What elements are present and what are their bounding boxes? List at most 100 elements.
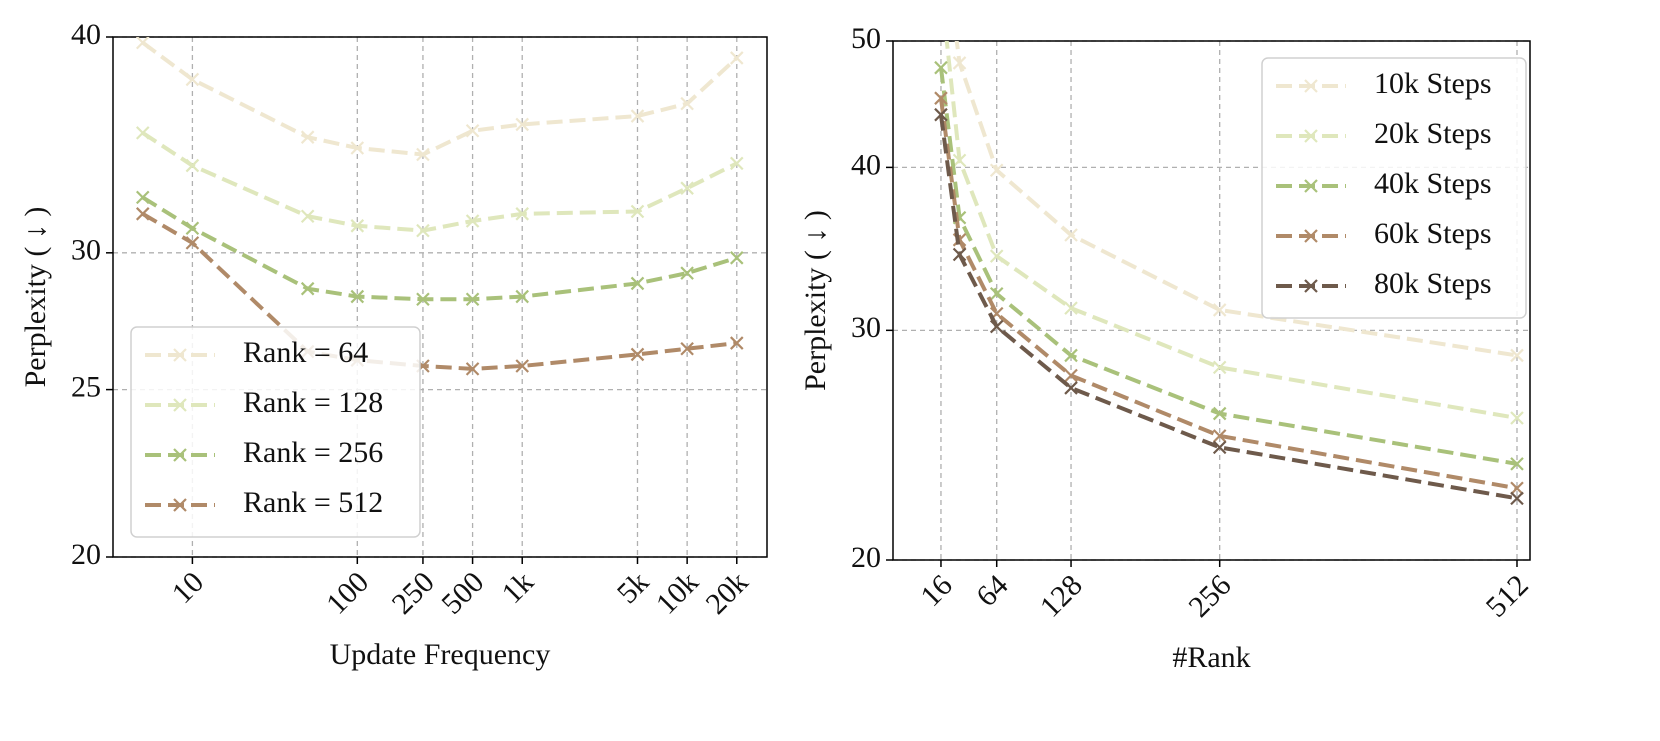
marker: [680, 96, 694, 111]
x-tick-label: 500: [435, 565, 490, 620]
marker: [1064, 381, 1078, 395]
x-tick-label: 10k: [650, 565, 705, 620]
marker: [1212, 360, 1227, 375]
plot-area: [934, 41, 1524, 506]
x-axis-label: Update Frequency: [330, 638, 551, 671]
marker: [680, 181, 694, 195]
marker: [135, 126, 150, 140]
x-tick-label: 512: [1480, 568, 1535, 623]
marker: [515, 289, 530, 304]
marker: [465, 292, 480, 307]
legend-label: 60k Steps: [1374, 217, 1492, 250]
marker: [465, 123, 480, 138]
marker: [1064, 301, 1078, 315]
y-tick-label: 30: [71, 234, 101, 267]
marker: [300, 281, 315, 296]
y-tick-label: 40: [851, 148, 881, 181]
marker: [300, 130, 315, 144]
legend-label: 80k Steps: [1374, 267, 1492, 300]
marker: [416, 147, 430, 162]
marker: [729, 251, 744, 265]
x-tick-label: 250: [386, 565, 441, 620]
marker: [465, 362, 480, 376]
marker: [1064, 348, 1078, 363]
marker: [630, 347, 645, 362]
legend-marker: [173, 448, 187, 462]
marker: [185, 158, 200, 173]
marker: [350, 289, 365, 304]
marker: [1212, 406, 1227, 421]
y-tick-label: 20: [71, 538, 101, 571]
x-axis-label: #Rank: [1172, 641, 1250, 674]
y-tick-label: 20: [851, 541, 881, 574]
marker: [1064, 368, 1078, 383]
marker: [185, 72, 200, 87]
marker: [135, 37, 150, 50]
marker: [135, 190, 150, 205]
legend-marker: [173, 348, 187, 362]
x-tick-label: 16: [914, 568, 959, 613]
marker: [952, 247, 967, 262]
x-tick-label: 5k: [611, 565, 656, 610]
marker: [729, 156, 744, 171]
marker: [1510, 481, 1524, 496]
y-tick-label: 50: [851, 22, 881, 55]
marker: [934, 107, 948, 122]
legend-label: Rank = 128: [243, 386, 383, 419]
marker: [135, 207, 150, 221]
marker: [729, 336, 744, 350]
marker: [1510, 491, 1524, 506]
marker: [630, 109, 645, 123]
x-tick-label: 20k: [699, 565, 754, 620]
x-tick-label: 1k: [495, 565, 540, 610]
marker: [416, 223, 430, 238]
y-tick-label: 40: [71, 18, 101, 51]
x-tick-label: 100: [320, 565, 375, 620]
x-tick-label: 256: [1182, 568, 1237, 623]
marker: [729, 51, 744, 65]
marker: [416, 292, 430, 307]
y-tick-label: 30: [851, 311, 881, 344]
legend-marker: [1304, 229, 1318, 243]
legend-marker: [1304, 129, 1318, 143]
series-line: [141, 131, 738, 233]
series-line: [141, 212, 738, 371]
legend-label: 10k Steps: [1374, 67, 1492, 100]
legend-label: Rank = 256: [243, 436, 383, 469]
marker: [680, 341, 694, 356]
legend-marker: [1304, 79, 1318, 93]
marker: [630, 276, 645, 291]
marker: [630, 204, 645, 219]
legend-box: [130, 326, 421, 538]
x-tick-label: 10: [166, 565, 211, 610]
marker: [1510, 411, 1524, 425]
legend-label: Rank = 512: [243, 486, 383, 519]
marker: [680, 266, 694, 280]
legend-marker: [173, 398, 187, 412]
marker: [1510, 457, 1524, 471]
series-line: [938, 67, 1518, 466]
axes-frame: [892, 40, 1531, 561]
marker: [1064, 228, 1078, 242]
marker: [185, 236, 200, 250]
marker: [989, 319, 1004, 334]
plot-area: [135, 37, 744, 376]
y-axis-label: Perplexity ( ↓ ): [799, 210, 832, 391]
marker: [989, 163, 1004, 178]
y-axis-label: Perplexity ( ↓ ): [19, 207, 52, 388]
marker: [934, 60, 948, 75]
marker: [515, 117, 530, 132]
x-tick-label: 64: [970, 568, 1015, 613]
legend-box: [1261, 57, 1527, 319]
marker: [185, 221, 200, 235]
series-line: [141, 41, 739, 157]
series-line: [944, 41, 1518, 420]
marker: [1212, 303, 1227, 317]
marker: [465, 214, 480, 228]
marker: [1510, 348, 1524, 363]
legend-marker: [1304, 179, 1318, 193]
series-line: [938, 114, 1518, 501]
marker: [989, 249, 1004, 263]
legend-label: Rank = 64: [243, 336, 368, 369]
